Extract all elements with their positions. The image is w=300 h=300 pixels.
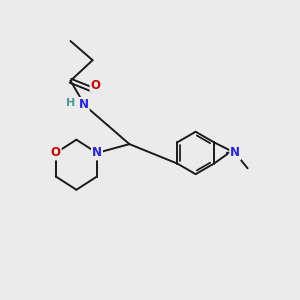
Text: H: H xyxy=(66,98,75,109)
Text: N: N xyxy=(230,146,240,159)
Text: O: O xyxy=(51,146,61,159)
Text: O: O xyxy=(91,79,100,92)
Text: N: N xyxy=(92,146,102,159)
Text: N: N xyxy=(79,98,89,111)
